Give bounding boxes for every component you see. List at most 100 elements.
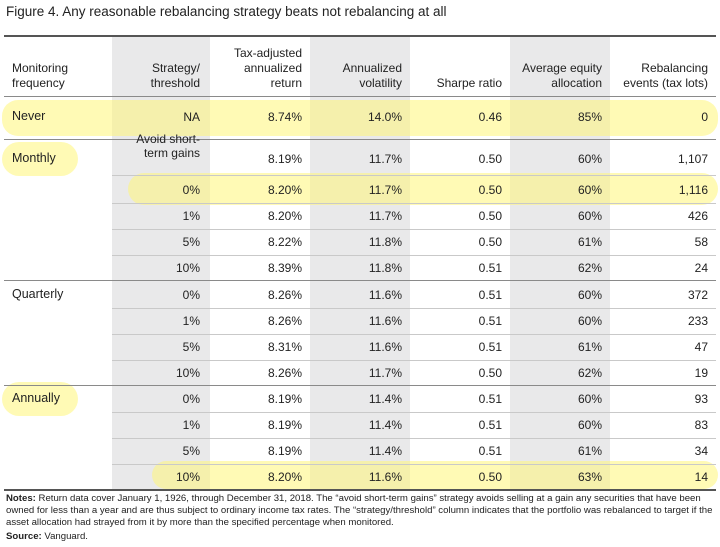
row-divider [112, 255, 716, 256]
notes-label: Notes: [6, 493, 36, 504]
cell-events: 1,116 [678, 183, 708, 197]
cell-sharpe: 0.51 [478, 261, 502, 275]
cell-volatility: 11.8% [368, 235, 402, 249]
header-tax-adjusted-return: Tax-adjusted annualized return [233, 46, 302, 90]
notes-text: Return data cover January 1, 1926, throu… [6, 493, 713, 528]
cell-volatility: 11.7% [368, 152, 402, 166]
row-divider [112, 203, 716, 204]
highlight-monthly-0-row [128, 173, 718, 205]
cell-strategy: 5% [182, 444, 200, 458]
cell-sharpe: 0.50 [478, 235, 502, 249]
cell-strategy: 10% [175, 366, 200, 380]
cell-return: 8.74% [267, 110, 302, 124]
cell-strategy: 1% [182, 418, 200, 432]
frequency-label: Monthly [12, 151, 56, 165]
cell-sharpe: 0.46 [478, 110, 502, 124]
cell-sharpe: 0.50 [478, 366, 502, 380]
cell-return: 8.39% [267, 261, 302, 275]
cell-events: 93 [694, 392, 708, 406]
cell-volatility: 11.6% [368, 340, 402, 354]
cell-events: 233 [687, 314, 708, 328]
cell-equity: 63% [577, 470, 602, 484]
cell-equity: 60% [577, 392, 602, 406]
header-strategy-threshold: Strategy/ threshold [150, 61, 200, 90]
row-divider [112, 308, 716, 309]
cell-equity: 61% [577, 235, 602, 249]
highlight-never-row [2, 100, 718, 136]
cell-equity: 62% [577, 261, 602, 275]
cell-return: 8.26% [267, 366, 302, 380]
cell-strategy: Avoid short- term gains [136, 132, 200, 160]
cell-events: 58 [694, 235, 708, 249]
cell-sharpe: 0.51 [478, 314, 502, 328]
source: Source: Vanguard. [6, 531, 88, 542]
header-monitoring-frequency: Monitoring frequency [12, 61, 69, 90]
cell-equity: 60% [577, 288, 602, 302]
header-sharpe-ratio: Sharpe ratio [436, 76, 502, 90]
cell-strategy: NA [183, 110, 200, 124]
cell-sharpe: 0.50 [478, 209, 502, 223]
row-divider [112, 464, 716, 465]
cell-events: 47 [694, 340, 708, 354]
frequency-label: Quarterly [12, 287, 64, 301]
cell-return: 8.19% [267, 418, 302, 432]
group-rule-never [4, 139, 716, 140]
cell-events: 24 [694, 261, 708, 275]
header-rebalancing-events: Rebalancing events (tax lots) [623, 61, 708, 90]
cell-sharpe: 0.51 [478, 418, 502, 432]
cell-return: 8.19% [267, 444, 302, 458]
cell-events: 14 [694, 470, 708, 484]
cell-sharpe: 0.51 [478, 392, 502, 406]
cell-strategy: 0% [182, 392, 200, 406]
header-top-rule [4, 35, 716, 37]
cell-volatility: 11.4% [368, 392, 402, 406]
figure-title: Figure 4. Any reasonable rebalancing str… [6, 4, 447, 19]
cell-return: 8.19% [267, 392, 302, 406]
cell-equity: 60% [577, 314, 602, 328]
cell-volatility: 11.7% [368, 183, 402, 197]
cell-sharpe: 0.50 [478, 183, 502, 197]
cell-volatility: 11.6% [368, 470, 402, 484]
row-divider [112, 229, 716, 230]
cell-sharpe: 0.50 [478, 152, 502, 166]
cell-events: 19 [694, 366, 708, 380]
group-rule-quarterly [4, 385, 716, 386]
cell-volatility: 11.7% [368, 366, 402, 380]
cell-events: 83 [694, 418, 708, 432]
cell-sharpe: 0.51 [478, 288, 502, 302]
source-label: Source: [6, 531, 42, 542]
row-divider [112, 438, 716, 439]
cell-events: 34 [694, 444, 708, 458]
group-rule-monthly [4, 280, 716, 281]
cell-volatility: 14.0% [367, 110, 402, 124]
cell-return: 8.20% [267, 183, 302, 197]
cell-volatility: 11.6% [368, 288, 402, 302]
notes: Notes: Return data cover January 1, 1926… [6, 493, 718, 529]
header-annualized-volatility: Annualized volatility [342, 61, 402, 90]
cell-volatility: 11.4% [368, 418, 402, 432]
cell-volatility: 11.8% [368, 261, 402, 275]
cell-events: 426 [687, 209, 708, 223]
row-divider [112, 360, 716, 361]
cell-volatility: 11.4% [368, 444, 402, 458]
row-divider [112, 174, 716, 176]
cell-return: 8.31% [267, 340, 302, 354]
cell-return: 8.20% [267, 209, 302, 223]
cell-strategy: 0% [182, 183, 200, 197]
source-text: Vanguard. [44, 531, 88, 542]
cell-strategy: 1% [182, 314, 200, 328]
cell-strategy: 5% [182, 235, 200, 249]
row-divider [112, 334, 716, 335]
cell-volatility: 11.7% [368, 209, 402, 223]
cell-equity: 61% [577, 340, 602, 354]
cell-events: 1,107 [677, 152, 708, 166]
highlight-annually-10-row [152, 461, 718, 489]
cell-return: 8.19% [267, 152, 302, 166]
cell-sharpe: 0.51 [478, 444, 502, 458]
cell-volatility: 11.6% [368, 314, 402, 328]
cell-sharpe: 0.50 [478, 470, 502, 484]
row-divider [112, 412, 716, 413]
highlight-monthly-label [2, 142, 78, 176]
table-bottom-rule [4, 489, 716, 491]
cell-strategy: 10% [175, 261, 200, 275]
